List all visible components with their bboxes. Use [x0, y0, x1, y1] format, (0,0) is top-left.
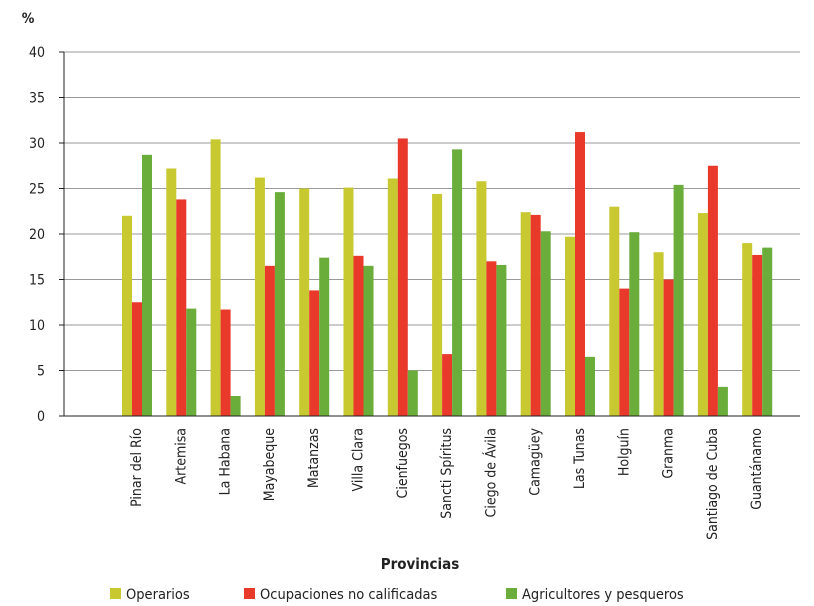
y-tick-label: 5 [37, 364, 45, 380]
bar [432, 193, 443, 416]
bar [264, 265, 275, 416]
category-label: Ciego de Ávila [482, 428, 499, 517]
y-tick-label: 0 [37, 409, 45, 425]
category-label: Artemisa [173, 428, 189, 485]
bar [707, 165, 718, 416]
bar [210, 139, 221, 417]
bar [132, 302, 142, 416]
legend-label: Operarios [126, 587, 190, 603]
y-tick-label: 30 [29, 136, 45, 152]
bar [717, 386, 728, 416]
category-label: Pinar del Río [129, 428, 145, 507]
category-labels: Pinar del Río Artemisa La Habana Mayabeque M… [129, 427, 765, 539]
bar [496, 264, 507, 416]
bar [319, 257, 330, 416]
bar [575, 132, 585, 416]
category-label: Las Tunas [572, 428, 588, 489]
bar [220, 309, 231, 416]
legend-label: Ocupaciones no calificadas [260, 587, 437, 603]
bar [619, 288, 630, 416]
y-axis-label: % [22, 11, 35, 27]
category-label: Sancti Spíritus [439, 428, 455, 519]
category-label: Granma [661, 428, 677, 479]
bar [186, 308, 197, 416]
bar [166, 168, 177, 416]
bar [274, 192, 285, 416]
y-axis-ticks: 0 5 10 15 20 25 30 35 40 [29, 45, 64, 425]
bar [353, 255, 364, 416]
bar [565, 236, 575, 416]
y-tick-label: 25 [29, 182, 45, 198]
category-label: Villa Clara [351, 428, 367, 491]
bar [653, 252, 664, 416]
bar [585, 356, 595, 416]
bar [486, 261, 497, 416]
category-label: Camagüey [528, 427, 544, 495]
bar [609, 206, 620, 416]
category-label: La Habana [218, 428, 234, 495]
bar [397, 138, 408, 416]
bar [387, 178, 398, 416]
category-label: Matanzas [306, 428, 322, 488]
x-axis-label: Provincias [381, 555, 460, 573]
bar [254, 177, 265, 416]
category-label: Holguín [616, 428, 632, 476]
legend-swatch [506, 588, 517, 599]
bar [309, 290, 320, 416]
bar [122, 215, 132, 416]
bar [176, 199, 187, 416]
bar [520, 212, 531, 416]
bars [122, 132, 773, 417]
category-label: Mayabeque [262, 428, 278, 501]
y-tick-label: 10 [29, 318, 45, 334]
bar [673, 184, 684, 416]
category-label: Santiago de Cuba [705, 428, 721, 540]
y-tick-label: 15 [29, 273, 45, 289]
legend: Operarios Ocupaciones no calificadas Agric… [110, 587, 684, 603]
bar [629, 232, 640, 416]
bar [230, 395, 241, 416]
y-tick-label: 40 [29, 45, 45, 61]
bar [762, 247, 773, 416]
bar [299, 188, 310, 416]
bar [663, 279, 674, 416]
legend-label: Agricultores y pesqueros [522, 587, 684, 603]
bar [530, 214, 541, 416]
bar [407, 370, 418, 416]
legend-swatch [244, 588, 255, 599]
legend-swatch [110, 588, 121, 599]
y-tick-label: 35 [29, 91, 45, 107]
bar [752, 254, 763, 416]
bar [343, 187, 354, 416]
category-label: Cienfuegos [395, 428, 411, 498]
bar [697, 213, 708, 416]
bar [442, 354, 453, 416]
bar [540, 231, 551, 416]
category-label: Guantánamo [749, 428, 765, 510]
bar [742, 243, 753, 416]
bar [142, 154, 152, 416]
bar [363, 265, 374, 416]
y-tick-label: 20 [29, 227, 45, 243]
bar [476, 181, 487, 416]
bar [452, 149, 463, 416]
